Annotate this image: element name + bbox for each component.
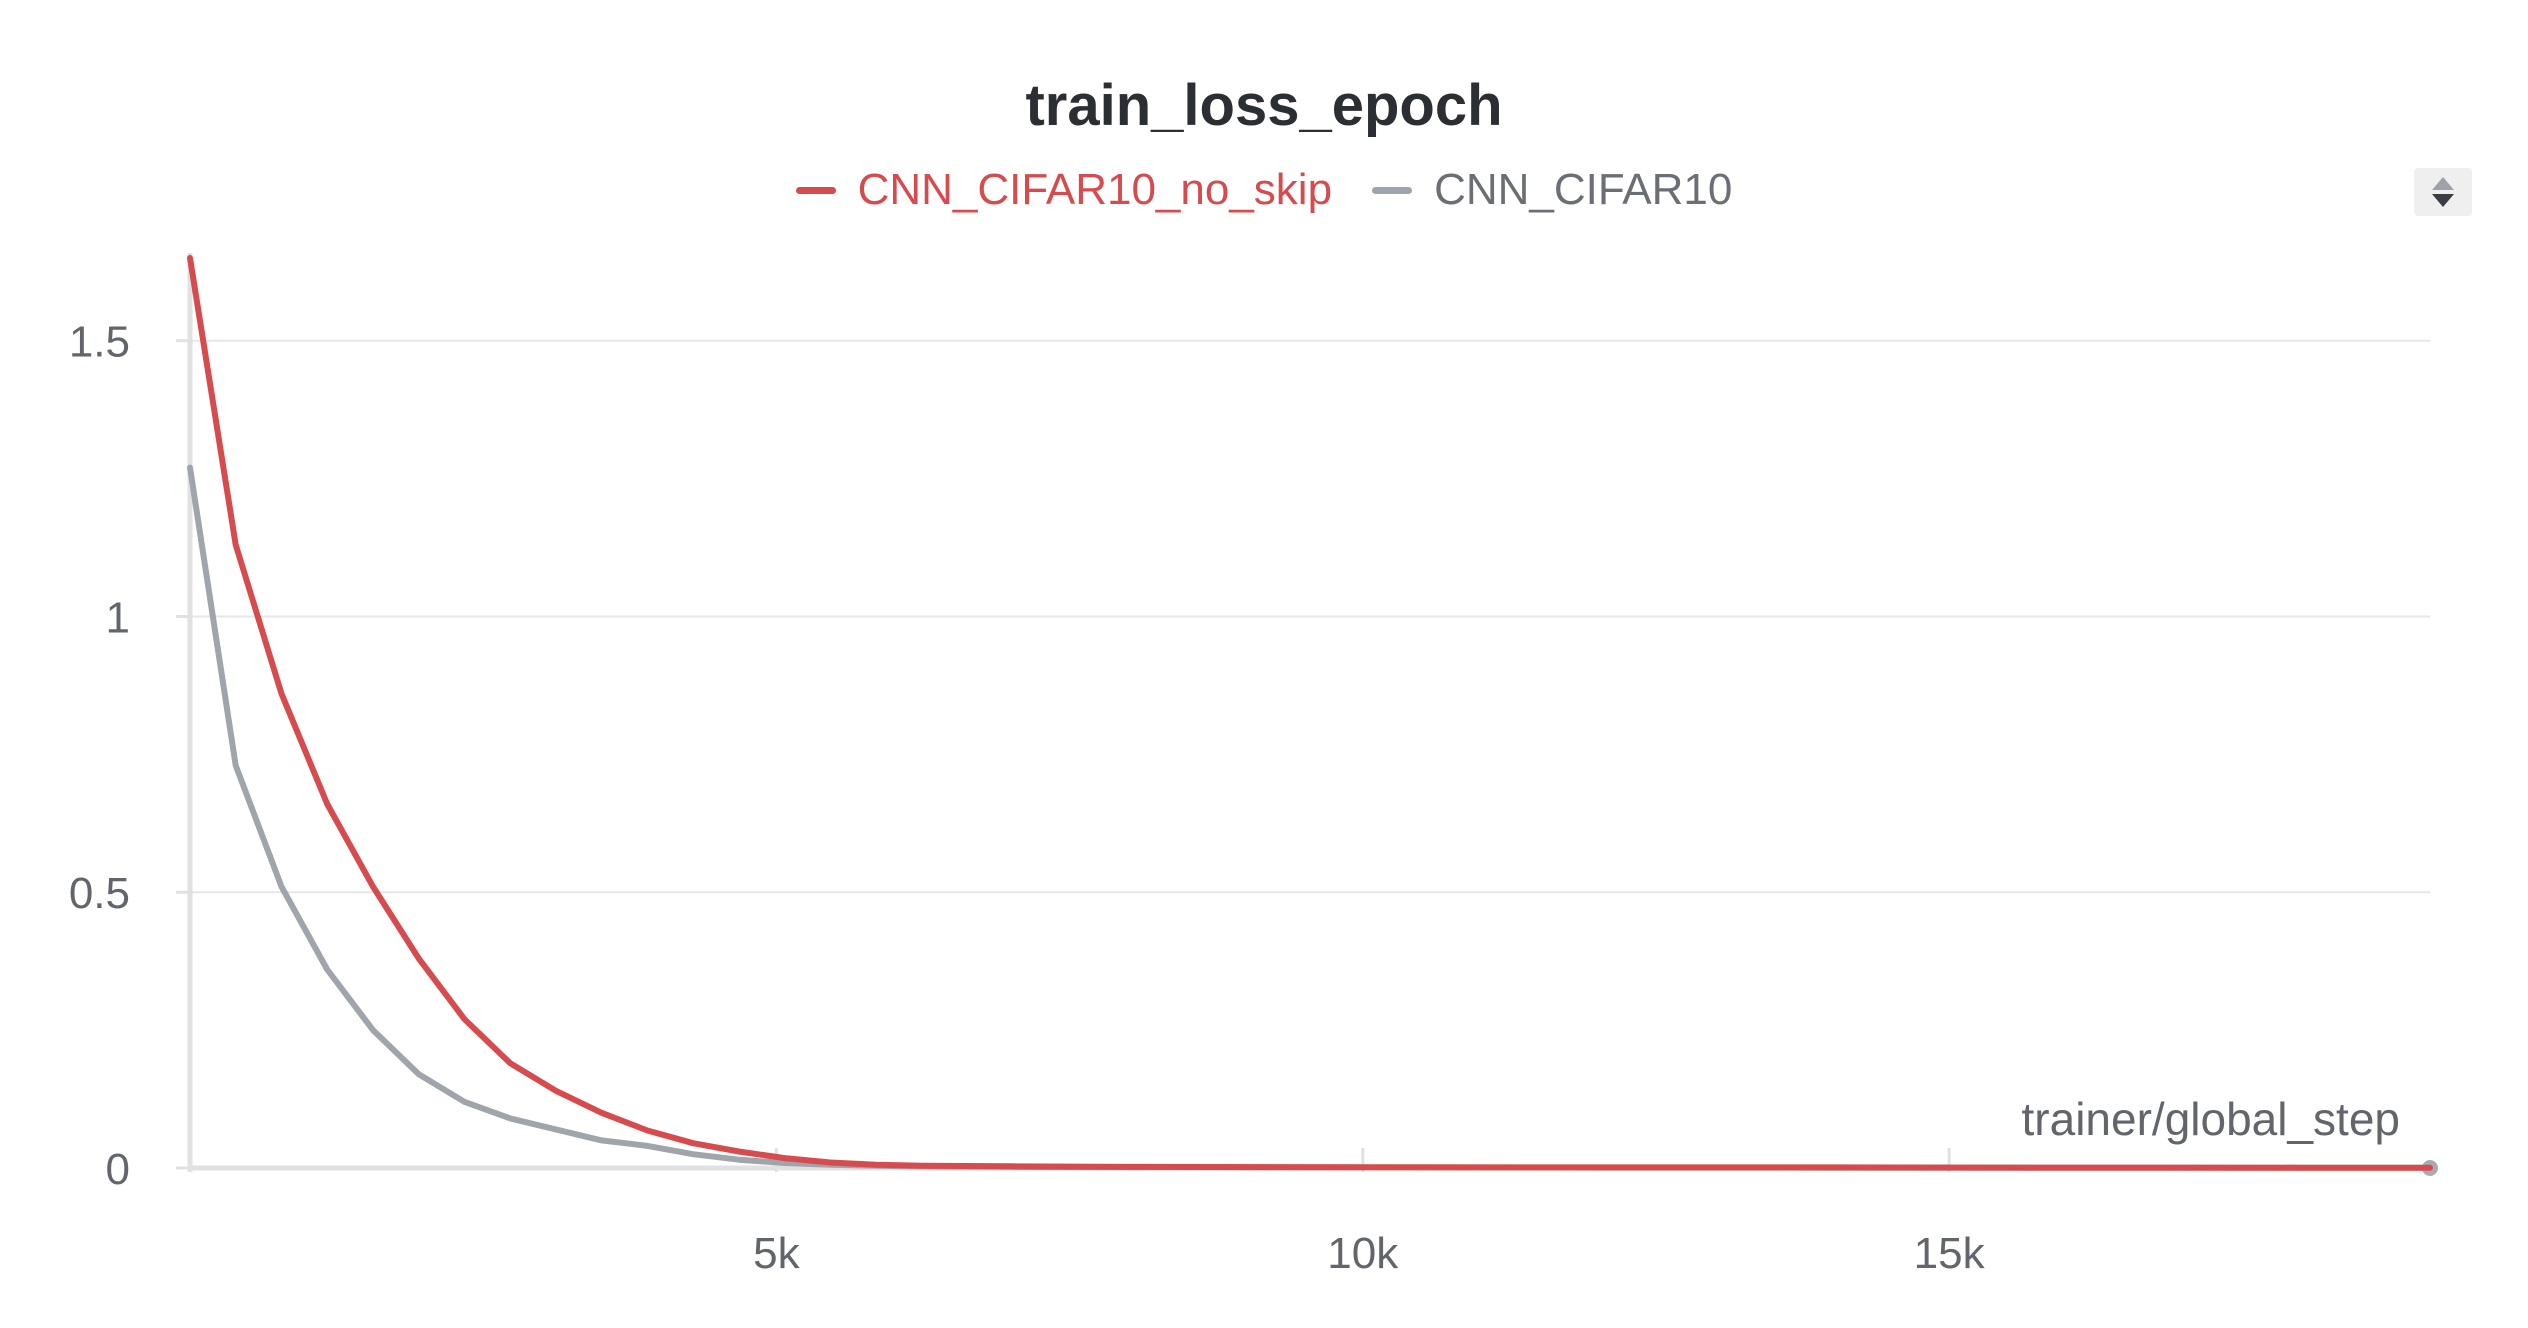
sort-down-icon	[2432, 194, 2454, 207]
sort-up-icon	[2432, 177, 2454, 190]
legend-swatch	[795, 186, 836, 194]
series-line-0	[187, 255, 2433, 1171]
y-tick-label: 1	[106, 593, 130, 642]
legend-item-1[interactable]: CNN_CIFAR10	[1372, 165, 1732, 215]
y-tick-label: 1.5	[69, 318, 130, 367]
legend-sort-toggle[interactable]	[2414, 168, 2472, 216]
legend-label: CNN_CIFAR10_no_skip	[857, 165, 1333, 214]
x-axis-label: trainer/global_step	[2021, 1093, 2400, 1145]
x-tick-label: 5k	[753, 1229, 800, 1278]
legend-swatch	[1372, 186, 1413, 194]
series-line-1	[187, 464, 2433, 1171]
chart-title: train_loss_epoch	[1025, 73, 1503, 138]
legend-label: CNN_CIFAR10	[1434, 165, 1733, 214]
x-tick-label: 15k	[1914, 1229, 1986, 1278]
legend: CNN_CIFAR10_no_skip CNN_CIFAR10	[0, 165, 2528, 215]
y-tick-label: 0.5	[69, 869, 130, 918]
x-tick-label: 10k	[1327, 1229, 1399, 1278]
legend-item-0[interactable]: CNN_CIFAR10_no_skip	[795, 165, 1333, 215]
y-tick-label: 0	[106, 1145, 130, 1194]
